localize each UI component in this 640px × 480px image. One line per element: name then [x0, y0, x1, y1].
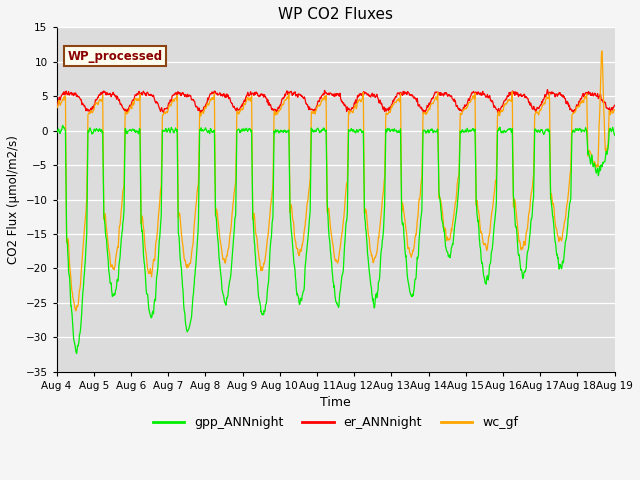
Title: WP CO2 Fluxes: WP CO2 Fluxes: [278, 7, 393, 22]
Text: WP_processed: WP_processed: [68, 49, 163, 63]
Y-axis label: CO2 Flux (μmol/m2/s): CO2 Flux (μmol/m2/s): [7, 135, 20, 264]
Legend: gpp_ANNnight, er_ANNnight, wc_gf: gpp_ANNnight, er_ANNnight, wc_gf: [148, 411, 523, 434]
X-axis label: Time: Time: [320, 396, 351, 409]
